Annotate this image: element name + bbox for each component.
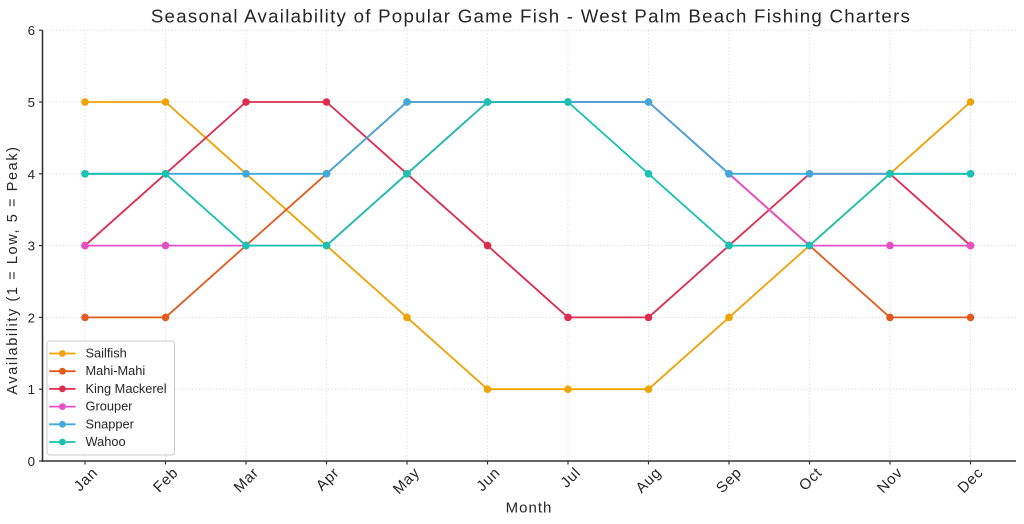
svg-text:0: 0 [28,454,35,469]
svg-text:Grouper: Grouper [86,399,134,414]
svg-text:6: 6 [28,23,35,38]
svg-text:4: 4 [28,167,35,182]
svg-text:2: 2 [28,310,35,325]
svg-text:3: 3 [28,239,35,254]
svg-text:Mahi-Mahi: Mahi-Mahi [86,363,146,378]
svg-text:Wahoo: Wahoo [86,434,126,449]
svg-text:5: 5 [28,95,35,110]
svg-text:Availability (1 = Low, 5 = Pea: Availability (1 = Low, 5 = Peak) [5,145,21,394]
svg-text:Seasonal Availability of Popul: Seasonal Availability of Popular Game Fi… [151,5,911,26]
svg-text:Snapper: Snapper [86,416,135,431]
svg-text:1: 1 [28,382,35,397]
svg-text:Month: Month [506,500,553,517]
svg-text:King Mackerel: King Mackerel [86,381,167,396]
svg-text:Sailfish: Sailfish [86,346,127,361]
